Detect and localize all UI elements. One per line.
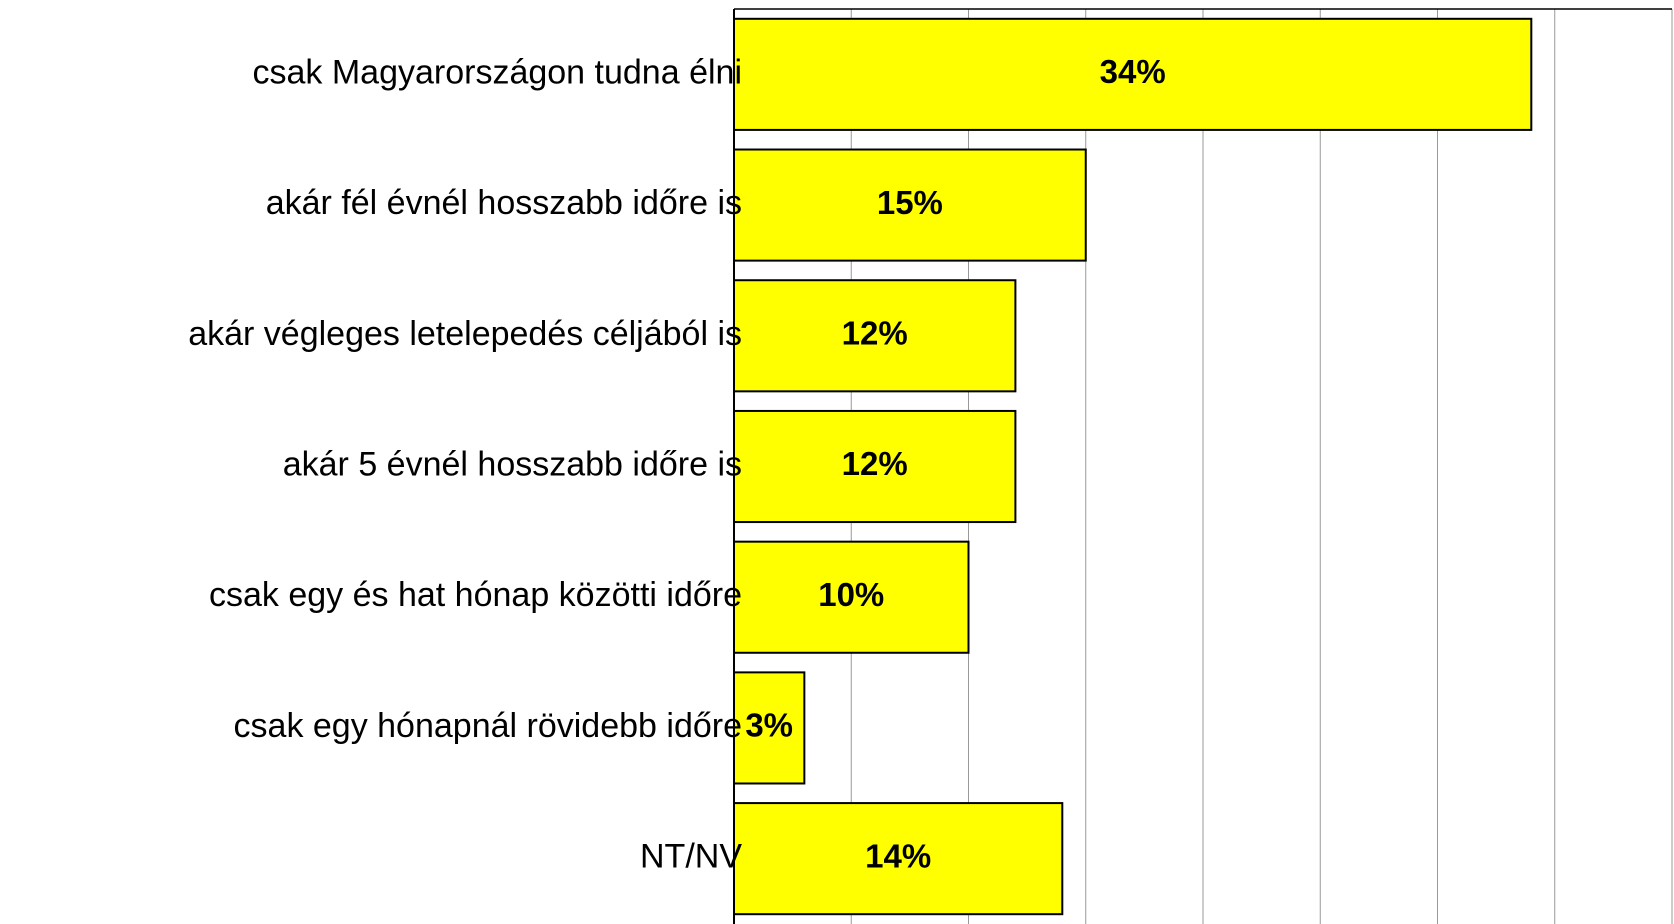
category-label: csak Magyarországon tudna élni [253,53,743,91]
value-label: 14% [865,837,931,874]
value-label: 34% [1100,53,1166,90]
value-label: 12% [842,445,908,482]
value-label: 15% [877,184,943,221]
category-label: csak egy hónapnál rövidebb időre [234,707,742,745]
value-label: 10% [818,576,884,613]
value-label: 12% [842,315,908,352]
bar [733,17,1533,131]
value-label: 3% [745,707,793,744]
category-label: csak egy és hat hónap közötti időre [209,576,742,614]
bar [733,802,1064,916]
category-label: akár fél évnél hosszabb időre is [266,184,742,222]
category-label: akár végleges letelepedés céljából is [188,315,742,353]
category-label: NT/NV [640,838,742,876]
category-label: akár 5 évnél hosszabb időre is [283,445,742,483]
